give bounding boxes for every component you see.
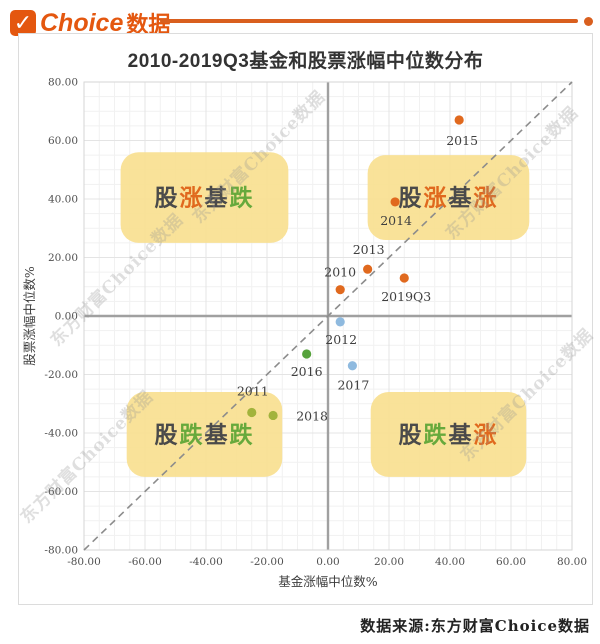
y-tick-labels: 80.00 60.00 40.00 20.00 0.00 -20.00 -40.00 -60.… <box>44 77 78 557</box>
svg-text:40.00: 40.00 <box>435 556 465 568</box>
quadrant-label-top-right: 股涨基涨 <box>398 185 498 212</box>
quadrant-box-top-left <box>120 152 289 243</box>
point-2013 <box>363 264 373 274</box>
point-2019Q3 <box>399 273 409 283</box>
quadrant-box-top-right <box>367 155 530 240</box>
quadrant-box-bottom-left <box>126 392 283 477</box>
svg-text:60.00: 60.00 <box>496 556 526 568</box>
point-2010 <box>335 285 345 295</box>
point-label-2018: 2018 <box>296 408 328 423</box>
svg-text:40.00: 40.00 <box>48 194 78 206</box>
quadrant-label-bottom-left: 股跌基跌 <box>154 421 254 448</box>
point-label-2013: 2013 <box>353 242 385 257</box>
page-header: ✓ Choice 数据 <box>0 0 600 38</box>
quadrant-label-top-left: 股涨基跌 <box>154 185 254 212</box>
data-points <box>247 115 464 421</box>
y-axis-title: 股票涨幅中位数% <box>22 266 37 366</box>
point-label-2019Q3: 2019Q3 <box>381 289 431 304</box>
chart-title: 2010-2019Q3基金和股票涨幅中位数分布 <box>127 51 484 72</box>
svg-text:20.00: 20.00 <box>48 252 78 264</box>
point-label-2017: 2017 <box>337 378 369 393</box>
svg-text:80.00: 80.00 <box>48 77 78 89</box>
svg-text:-80.00: -80.00 <box>44 545 78 557</box>
point-2012 <box>335 317 345 327</box>
chart-card: 2010-2019Q3基金和股票涨幅中位数分布 股涨基跌 股涨基涨股跌基跌 股跌基涨… <box>17 33 598 605</box>
point-label-2010: 2010 <box>324 265 356 280</box>
point-labels: 2010 2011 2012 2013 2014 2015 2016 2017 2018 2019… <box>237 133 478 423</box>
point-label-2015: 2015 <box>446 133 478 148</box>
identity-diagonal-line <box>83 81 573 551</box>
svg-text:60.00: 60.00 <box>48 135 78 147</box>
x-tick-labels: -80.00 -60.00 -40.00 -20.00 0.00 20.00 40.00 60… <box>67 556 587 568</box>
quadrant-label-bottom-right: 股跌基涨 <box>398 421 498 448</box>
svg-text:0.00: 0.00 <box>55 311 78 323</box>
point-2018 <box>268 410 278 421</box>
svg-text:-60.00: -60.00 <box>128 556 162 568</box>
header-rule <box>160 19 578 23</box>
point-2014 <box>390 197 400 207</box>
svg-text:-40.00: -40.00 <box>189 556 223 568</box>
point-label-2012: 2012 <box>325 332 357 347</box>
point-label-2016: 2016 <box>291 364 323 379</box>
point-2015 <box>454 115 464 125</box>
svg-text:-80.00: -80.00 <box>67 556 101 568</box>
svg-text:-60.00: -60.00 <box>44 486 78 498</box>
point-2017 <box>347 361 357 371</box>
svg-text:-20.00: -20.00 <box>44 369 78 381</box>
quadrant-boxes <box>120 152 530 477</box>
data-source-note: 数据来源:东方财富Choice数据 <box>360 617 590 635</box>
svg-text:0.00: 0.00 <box>316 556 339 568</box>
svg-text:-20.00: -20.00 <box>250 556 284 568</box>
header-rule-dot <box>584 17 593 26</box>
point-label-2014: 2014 <box>380 213 412 228</box>
svg-text:80.00: 80.00 <box>557 556 587 568</box>
point-2016 <box>302 349 312 359</box>
point-2011 <box>247 407 257 418</box>
logo-text: Choice <box>40 8 124 37</box>
svg-text:-40.00: -40.00 <box>44 428 78 440</box>
point-label-2011: 2011 <box>237 384 269 399</box>
quadrant-box-bottom-right <box>370 392 527 477</box>
checkmark-icon: ✓ <box>10 10 36 36</box>
plot-border <box>83 81 573 551</box>
svg-text:20.00: 20.00 <box>374 556 404 568</box>
x-axis-title: 基金涨幅中位数% <box>278 574 378 589</box>
